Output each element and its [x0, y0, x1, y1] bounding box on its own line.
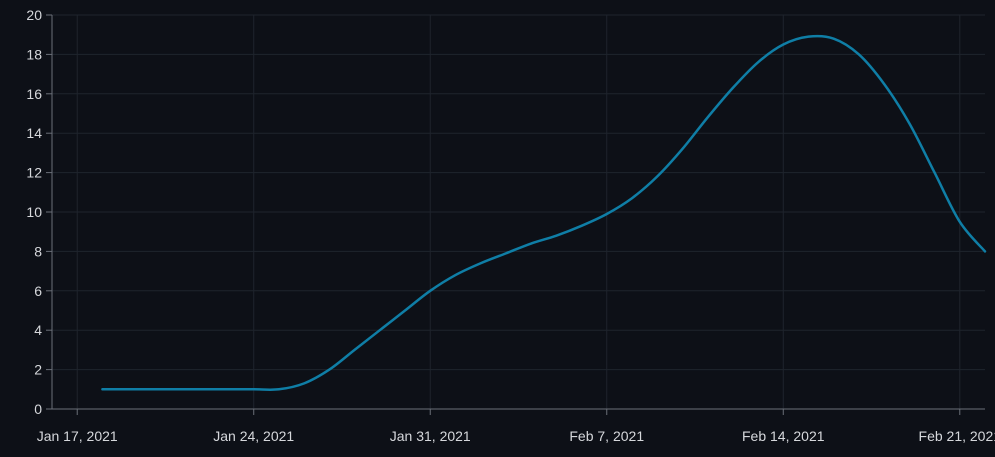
tick-labels: 0 2 4 6 8 10 12 14 16 18 20 Jan 17, 2021 Jan 24, 202…: [26, 7, 995, 444]
y-tick-label: 18: [26, 46, 42, 62]
grid-lines: [52, 14, 985, 409]
y-tick-label: 20: [26, 7, 42, 23]
y-tick-label: 10: [26, 204, 42, 220]
series-line: [101, 34, 987, 391]
y-tick-label: 4: [34, 322, 42, 338]
axes: [46, 14, 985, 415]
series-layer: [101, 34, 987, 391]
y-tick-label: 8: [34, 243, 42, 259]
x-tick-label: Feb 14, 2021: [742, 428, 825, 444]
x-tick-label: Jan 31, 2021: [390, 428, 471, 444]
y-tick-label: 14: [26, 125, 42, 141]
y-tick-label: 6: [34, 283, 42, 299]
y-tick-label: 16: [26, 86, 42, 102]
x-tick-label: Feb 21, 2021: [919, 428, 995, 444]
x-tick-label: Feb 7, 2021: [569, 428, 644, 444]
y-tick-label: 2: [34, 362, 42, 378]
x-tick-label: Jan 17, 2021: [37, 428, 118, 444]
y-tick-label: 0: [34, 401, 42, 417]
y-tick-label: 12: [26, 165, 42, 181]
x-tick-label: Jan 24, 2021: [213, 428, 294, 444]
